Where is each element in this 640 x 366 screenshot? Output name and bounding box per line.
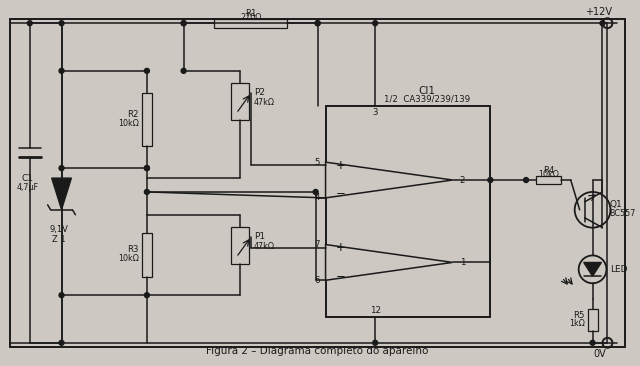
Polygon shape bbox=[52, 178, 72, 210]
Text: R4: R4 bbox=[543, 166, 554, 175]
Text: 9,1V: 9,1V bbox=[49, 225, 68, 234]
Text: Q1: Q1 bbox=[609, 200, 622, 209]
Circle shape bbox=[59, 68, 64, 73]
Circle shape bbox=[59, 340, 64, 345]
Polygon shape bbox=[326, 244, 452, 280]
Text: 5: 5 bbox=[314, 158, 319, 167]
Bar bbox=[142, 93, 152, 146]
Text: Z 1: Z 1 bbox=[52, 235, 65, 244]
Text: CI1: CI1 bbox=[419, 86, 435, 96]
Text: −: − bbox=[335, 270, 346, 283]
Circle shape bbox=[590, 340, 595, 345]
Text: +: + bbox=[335, 158, 346, 172]
Text: BC557: BC557 bbox=[609, 209, 636, 218]
Bar bbox=[536, 176, 561, 184]
Circle shape bbox=[145, 68, 149, 73]
Circle shape bbox=[59, 166, 64, 171]
Circle shape bbox=[600, 21, 605, 26]
Text: 10kΩ: 10kΩ bbox=[538, 170, 559, 179]
Text: 7: 7 bbox=[314, 240, 319, 249]
Circle shape bbox=[59, 21, 64, 26]
Circle shape bbox=[28, 21, 32, 26]
Text: Figura 2 – Diagrama completo do aparelho: Figura 2 – Diagrama completo do aparelho bbox=[207, 346, 429, 356]
Circle shape bbox=[315, 21, 320, 26]
Circle shape bbox=[372, 21, 378, 26]
Bar bbox=[326, 105, 490, 317]
Text: R1: R1 bbox=[245, 9, 257, 18]
Text: 1kΩ: 1kΩ bbox=[569, 320, 584, 328]
Circle shape bbox=[145, 190, 149, 194]
Circle shape bbox=[315, 21, 320, 26]
Circle shape bbox=[181, 21, 186, 26]
Text: 47kΩ: 47kΩ bbox=[254, 242, 275, 251]
Text: +12V: +12V bbox=[585, 7, 612, 17]
Text: 4: 4 bbox=[314, 193, 319, 202]
Text: R3: R3 bbox=[127, 246, 139, 254]
Circle shape bbox=[181, 21, 186, 26]
Text: 10kΩ: 10kΩ bbox=[118, 254, 139, 264]
Bar bbox=[214, 19, 287, 28]
Text: P1: P1 bbox=[254, 232, 265, 241]
Text: R2: R2 bbox=[127, 110, 139, 119]
Text: 1: 1 bbox=[460, 258, 465, 267]
Text: 47kΩ: 47kΩ bbox=[254, 98, 275, 107]
Polygon shape bbox=[326, 162, 452, 198]
Text: −: − bbox=[335, 187, 346, 201]
Text: 3: 3 bbox=[372, 108, 378, 117]
Bar bbox=[231, 227, 249, 264]
Text: 1/2  CA339/239/139: 1/2 CA339/239/139 bbox=[384, 94, 470, 103]
Circle shape bbox=[59, 293, 64, 298]
Text: C1: C1 bbox=[22, 173, 34, 183]
Text: R5: R5 bbox=[573, 310, 584, 320]
Text: 0V: 0V bbox=[593, 349, 606, 359]
Text: 4,7μF: 4,7μF bbox=[17, 183, 39, 193]
Circle shape bbox=[145, 166, 149, 171]
Text: 2: 2 bbox=[460, 176, 465, 184]
Circle shape bbox=[313, 190, 318, 194]
Circle shape bbox=[145, 293, 149, 298]
Text: 6: 6 bbox=[314, 276, 319, 285]
Text: 10kΩ: 10kΩ bbox=[118, 119, 139, 128]
Text: 12: 12 bbox=[370, 306, 381, 314]
Bar bbox=[231, 83, 249, 120]
Bar bbox=[142, 233, 152, 277]
Text: 270Ω: 270Ω bbox=[240, 13, 261, 22]
Polygon shape bbox=[584, 262, 602, 276]
Bar bbox=[588, 309, 598, 332]
Text: LED: LED bbox=[611, 265, 628, 274]
Circle shape bbox=[181, 68, 186, 73]
Circle shape bbox=[488, 178, 493, 183]
Text: P2: P2 bbox=[254, 88, 265, 97]
Circle shape bbox=[524, 178, 529, 183]
Circle shape bbox=[372, 340, 378, 345]
Circle shape bbox=[145, 166, 149, 171]
Text: +: + bbox=[335, 241, 346, 254]
